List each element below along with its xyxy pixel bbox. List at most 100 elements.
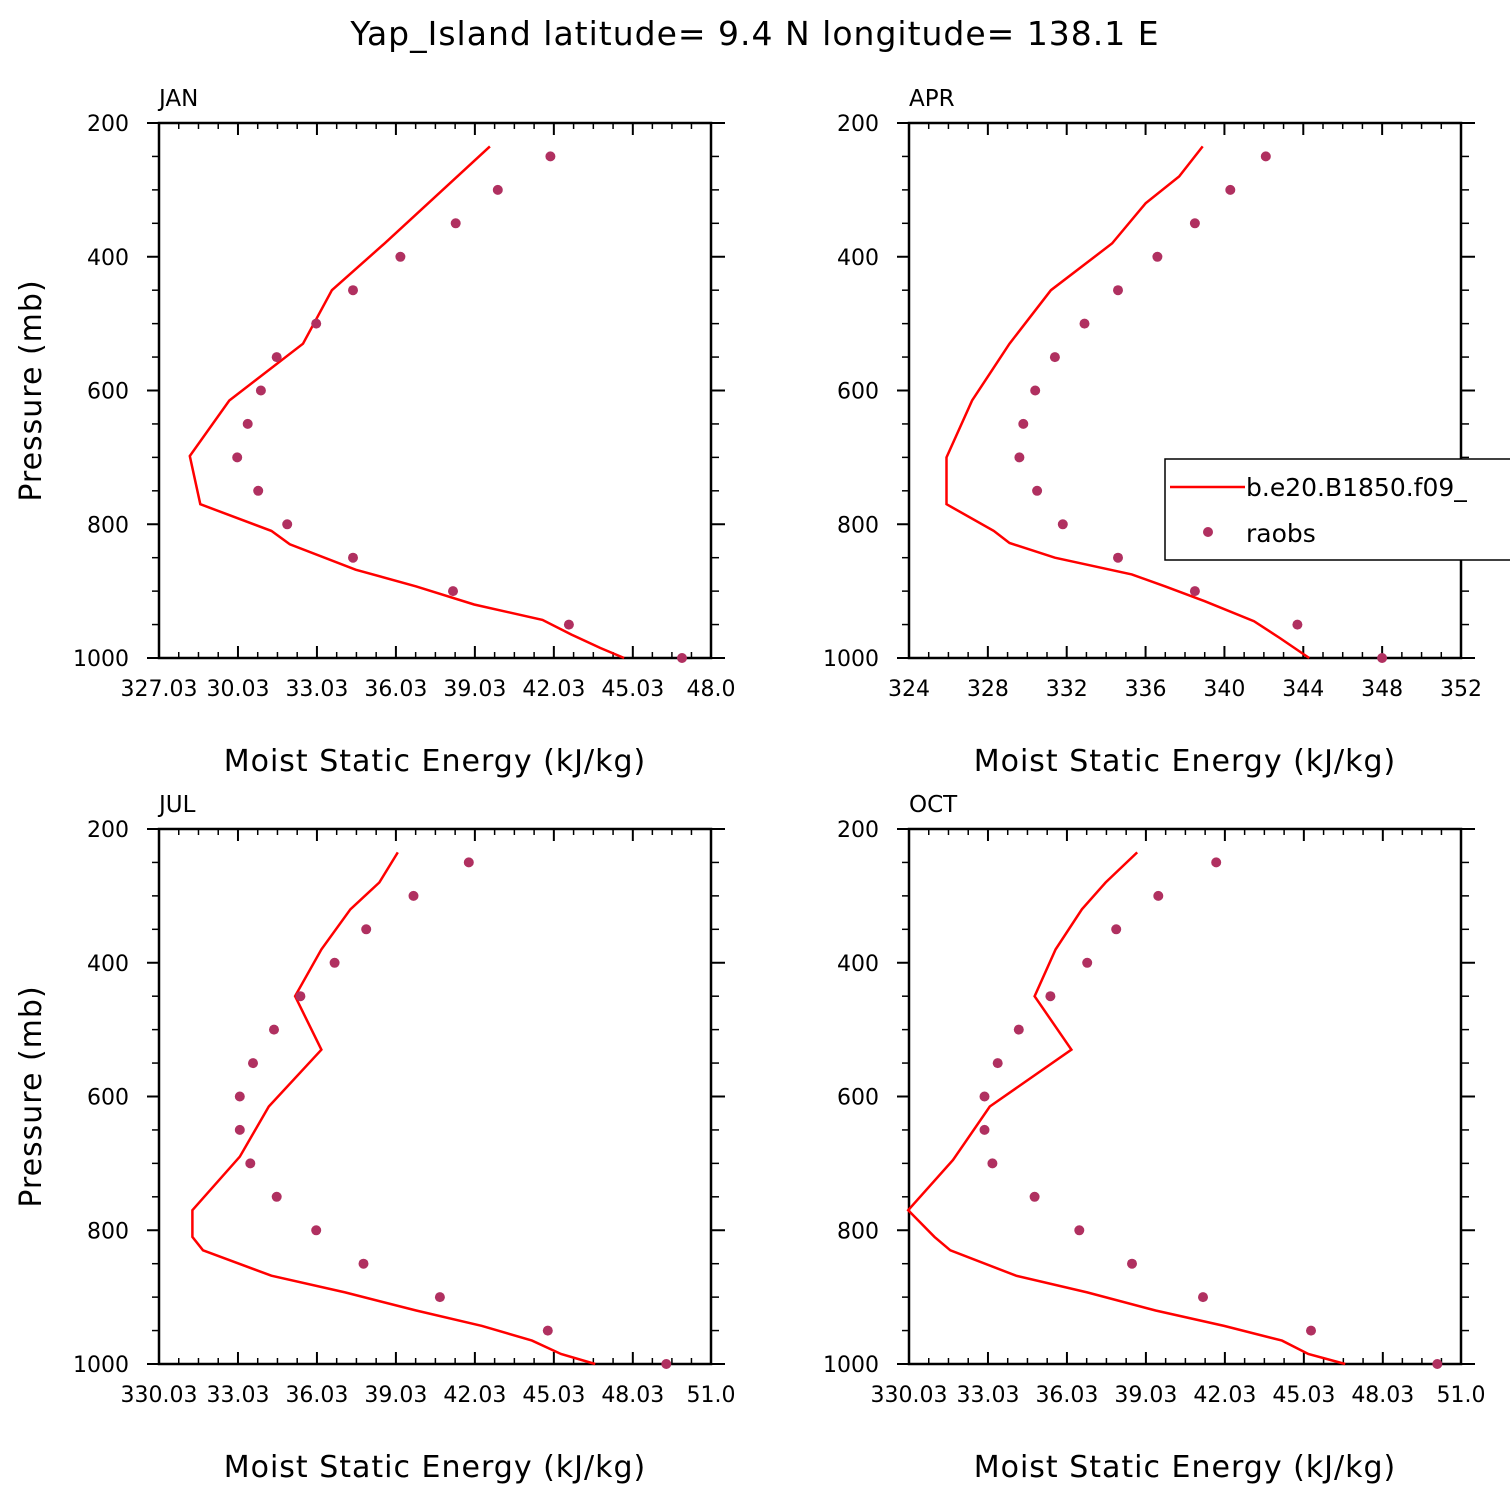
y-tick-label: 600: [837, 380, 879, 405]
raobs-point: [1032, 485, 1043, 496]
raobs-point: [542, 1325, 553, 1336]
x-tick-label: 42.03: [522, 677, 585, 702]
plot-frame: [907, 827, 1463, 1366]
raobs-point: [271, 1191, 282, 1202]
x-tick-label: 42.03: [1193, 1383, 1256, 1408]
raobs-point: [1113, 552, 1123, 563]
x-tick-label: 36.03: [285, 1383, 348, 1408]
x-tick-label: 48.0: [687, 677, 736, 702]
x-axis-label: Moist Static Energy (kJ/kg): [974, 744, 1397, 779]
panel-jul: JUL 330.03 33.03 36.03 39.03 42.03 45.03 48.03 5…: [14, 792, 735, 1485]
raobs-point: [492, 184, 503, 195]
raobs-point: [1189, 218, 1200, 229]
raobs-point: [295, 991, 306, 1002]
y-tick-label: 600: [87, 1086, 129, 1111]
raobs-point: [661, 1359, 672, 1369]
raobs-point: [248, 1058, 258, 1069]
y-tick-label: 800: [87, 1219, 129, 1244]
raobs-point: [1260, 151, 1271, 162]
y-tick-label: 1000: [73, 1353, 129, 1378]
raobs-point: [269, 1024, 279, 1035]
raobs-point: [677, 653, 687, 663]
x-tick-label: 45.03: [601, 677, 664, 702]
raobs-point: [979, 1091, 990, 1102]
legend: b.e20.B1850.f09_ raobs: [1164, 458, 1510, 561]
panel-apr: APR 324 328 332 336 340 344 348 352 200 400 600 800 1…: [823, 86, 1482, 779]
x-tick-label: 344: [1282, 677, 1324, 702]
raobs-point: [1018, 418, 1029, 429]
raobs-point: [348, 285, 358, 296]
x-axis-label: Moist Static Energy (kJ/kg): [974, 1450, 1397, 1485]
y-tick-label: 200: [87, 112, 129, 137]
y-tick-label: 200: [87, 818, 129, 843]
x-tick-label: 42.03: [443, 1383, 506, 1408]
raobs-point: [1030, 385, 1041, 396]
x-tick-label: 332: [1046, 677, 1088, 702]
model-series-line: [945, 145, 1310, 660]
x-tick-label: 51.0: [1437, 1383, 1486, 1408]
raobs-point: [1198, 1292, 1208, 1303]
raobs-point: [1432, 1359, 1443, 1369]
raobs-point: [329, 957, 340, 968]
raobs-point: [1292, 619, 1303, 630]
y-tick-label: 400: [87, 246, 129, 271]
y-tick-label: 1000: [823, 647, 879, 672]
raobs-point: [408, 890, 419, 901]
x-tick-label: 324: [888, 677, 930, 702]
panels: JAN 327.03 30.03 33.03 36.03 39.03 42.03 45.03 4…: [14, 86, 1485, 1485]
raobs-point: [255, 385, 266, 396]
figure-title: Yap_Island latitude= 9.4 N longitude= 13…: [349, 14, 1159, 53]
raobs-point: [1113, 285, 1123, 296]
y-tick-label: 400: [837, 952, 879, 977]
y-tick-label: 200: [837, 112, 879, 137]
x-tick-label: 39.03: [364, 1383, 427, 1408]
x-tick-label: 352: [1440, 677, 1482, 702]
y-tick-label: 1000: [73, 647, 129, 672]
raobs-point: [450, 218, 461, 229]
x-tick-label: 33.03: [956, 1383, 1019, 1408]
raobs-point: [1211, 857, 1222, 868]
panel-oct: OCT 330.03 33.03 36.03 39.03 42.03 45.03 48.03 5…: [823, 792, 1485, 1485]
model-series-line: [191, 851, 596, 1366]
raobs-point: [1225, 184, 1236, 195]
raobs-point: [245, 1158, 256, 1169]
legend-model-label: b.e20.B1850.f09_: [1246, 473, 1467, 502]
x-tick-label: 39.03: [443, 677, 506, 702]
raobs-point: [232, 452, 243, 463]
raobs-point: [1045, 991, 1056, 1002]
raobs-point: [1029, 1191, 1040, 1202]
x-axis-label: Moist Static Energy (kJ/kg): [224, 744, 647, 779]
raobs-point: [448, 586, 458, 597]
raobs-point: [992, 1058, 1003, 1069]
x-tick-label: 39.03: [1114, 1383, 1177, 1408]
raobs-point: [282, 519, 293, 530]
raobs-point: [987, 1158, 998, 1169]
legend-obs-label: raobs: [1246, 519, 1316, 548]
raobs-point: [434, 1292, 445, 1303]
raobs-point: [1082, 957, 1093, 968]
x-tick-label: 48.03: [601, 1383, 664, 1408]
y-tick-label: 400: [87, 952, 129, 977]
y-tick-label: 1000: [823, 1353, 879, 1378]
y-tick-label: 200: [837, 818, 879, 843]
panel-jan: JAN 327.03 30.03 33.03 36.03 39.03 42.03 45.03 4…: [14, 86, 735, 779]
x-tick-label: 33.03: [285, 677, 348, 702]
x-tick-label: 330.03: [871, 1383, 948, 1408]
raobs-point: [271, 352, 282, 363]
raobs-point: [1057, 519, 1068, 530]
raobs-point: [1377, 653, 1388, 663]
raobs-point: [234, 1091, 245, 1102]
x-tick-label: 45.03: [1272, 1383, 1335, 1408]
raobs-point: [1153, 890, 1164, 901]
panel-title: JUL: [157, 792, 196, 818]
y-tick-label: 800: [87, 513, 129, 538]
raobs-point: [1127, 1258, 1137, 1269]
plot-frame: [907, 121, 1463, 660]
raobs-point: [1074, 1225, 1085, 1236]
model-series-line: [906, 851, 1346, 1366]
x-tick-label: 340: [1203, 677, 1245, 702]
legend-obs-swatch: [1203, 527, 1213, 537]
x-tick-label: 330.03: [121, 1383, 198, 1408]
raobs-point: [395, 251, 406, 262]
